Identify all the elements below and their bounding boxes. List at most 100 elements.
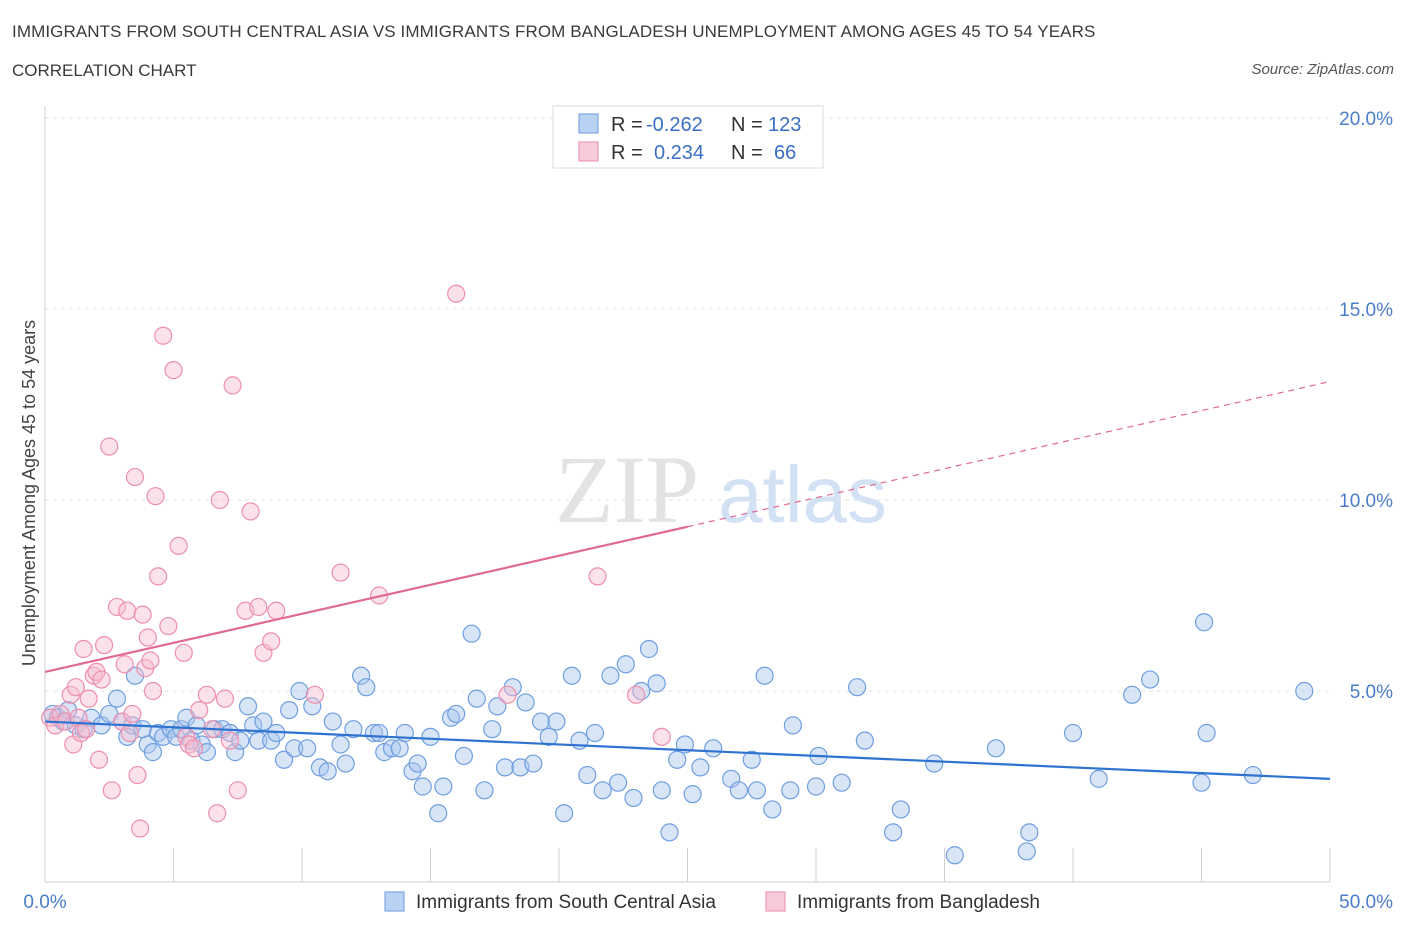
point-bangladesh-33 bbox=[146, 487, 165, 506]
point-south-central-asia-72 bbox=[495, 758, 515, 777]
point-south-central-asia-32 bbox=[238, 697, 258, 716]
bottom-legend-label-1: Immigrants from South Central Asia bbox=[416, 892, 716, 913]
point-bangladesh-32 bbox=[143, 681, 163, 701]
point-south-central-asia-77 bbox=[531, 712, 551, 731]
legend-r-label-2: R = bbox=[611, 142, 643, 164]
point-south-central-asia-13 bbox=[125, 666, 145, 685]
point-bangladesh-56 bbox=[262, 632, 281, 651]
point-south-central-asia-107 bbox=[783, 716, 802, 735]
bottom-legend: Immigrants from South Central Asia Immig… bbox=[384, 891, 1040, 913]
series-south-central-asia-points bbox=[43, 613, 1314, 865]
point-south-central-asia-39 bbox=[280, 700, 299, 720]
point-south-central-asia-88 bbox=[616, 655, 635, 674]
point-south-central-asia-68 bbox=[467, 689, 486, 708]
point-south-central-asia-81 bbox=[562, 666, 581, 685]
point-bangladesh-48 bbox=[215, 689, 234, 708]
point-bangladesh-6 bbox=[66, 678, 85, 697]
legend-r-label-1: R = bbox=[611, 114, 643, 136]
point-bangladesh-38 bbox=[169, 536, 188, 555]
y-tick-labels: 5.0% 10.0% 15.0% 20.0% bbox=[1339, 109, 1393, 703]
point-bangladesh-31 bbox=[141, 651, 160, 670]
point-south-central-asia-98 bbox=[691, 758, 710, 777]
point-bangladesh-47 bbox=[210, 490, 229, 510]
point-south-central-asia-89 bbox=[624, 788, 643, 808]
point-bangladesh-37 bbox=[164, 361, 183, 380]
point-south-central-asia-111 bbox=[848, 678, 867, 697]
point-south-central-asia-47 bbox=[331, 735, 350, 754]
axes bbox=[44, 106, 1331, 883]
point-south-central-asia-60 bbox=[413, 777, 432, 796]
grid-lines bbox=[45, 117, 1330, 692]
point-bangladesh-65 bbox=[652, 727, 671, 746]
x-tick-label-1: 50.0% bbox=[1339, 892, 1393, 913]
point-south-central-asia-40 bbox=[285, 739, 304, 758]
point-bangladesh-50 bbox=[223, 376, 242, 395]
point-south-central-asia-122 bbox=[1123, 685, 1142, 704]
point-south-central-asia-91 bbox=[639, 639, 659, 659]
point-bangladesh-57 bbox=[267, 601, 286, 620]
point-south-central-asia-31 bbox=[231, 731, 250, 750]
trend-line-south-central-asia bbox=[44, 720, 1331, 780]
point-south-central-asia-108 bbox=[806, 777, 826, 796]
point-south-central-asia-85 bbox=[593, 781, 612, 800]
chart-subtitle: CORRELATION CHART bbox=[12, 61, 197, 80]
point-bangladesh-46 bbox=[208, 804, 227, 823]
point-bangladesh-35 bbox=[154, 326, 173, 345]
point-south-central-asia-66 bbox=[454, 746, 474, 766]
point-bangladesh-54 bbox=[249, 597, 268, 617]
point-south-central-asia-80 bbox=[555, 804, 574, 823]
point-south-central-asia-112 bbox=[855, 731, 874, 750]
point-bangladesh-61 bbox=[447, 284, 466, 303]
point-bangladesh-26 bbox=[128, 765, 147, 785]
y-tick-label-0: 5.0% bbox=[1350, 682, 1393, 703]
point-bangladesh-24 bbox=[123, 704, 142, 724]
point-bangladesh-15 bbox=[92, 670, 111, 689]
point-south-central-asia-105 bbox=[763, 800, 782, 819]
point-bangladesh-58 bbox=[305, 685, 324, 704]
point-south-central-asia-92 bbox=[647, 674, 666, 693]
point-south-central-asia-96 bbox=[675, 735, 695, 754]
point-south-central-asia-124 bbox=[1192, 773, 1211, 792]
top-legend: R = -0.262 N = 123 R = 0.234 N = 66 bbox=[552, 105, 824, 169]
point-south-central-asia-104 bbox=[755, 666, 774, 685]
point-south-central-asia-18 bbox=[154, 727, 173, 746]
point-south-central-asia-41 bbox=[290, 681, 309, 701]
point-bangladesh-27 bbox=[130, 819, 150, 838]
point-south-central-asia-46 bbox=[323, 712, 342, 731]
point-south-central-asia-125 bbox=[1194, 613, 1214, 632]
point-south-central-asia-106 bbox=[781, 781, 800, 800]
point-south-central-asia-62 bbox=[429, 804, 448, 823]
trend-lines bbox=[44, 380, 1331, 780]
point-south-central-asia-76 bbox=[524, 754, 543, 773]
point-south-central-asia-118 bbox=[1017, 842, 1036, 861]
point-bangladesh-10 bbox=[77, 720, 96, 739]
point-bangladesh-34 bbox=[148, 567, 168, 586]
legend-r-value-1: -0.262 bbox=[646, 114, 703, 136]
point-south-central-asia-113 bbox=[883, 823, 903, 842]
point-south-central-asia-102 bbox=[742, 750, 761, 769]
point-bangladesh-53 bbox=[241, 502, 260, 521]
point-bangladesh-28 bbox=[133, 605, 152, 624]
point-south-central-asia-59 bbox=[408, 754, 427, 773]
point-south-central-asia-71 bbox=[488, 697, 507, 716]
legend-n-value-1: 123 bbox=[768, 114, 801, 136]
y-tick-label-2: 15.0% bbox=[1339, 300, 1393, 321]
point-south-central-asia-56 bbox=[390, 739, 409, 758]
point-south-central-asia-114 bbox=[891, 800, 910, 819]
point-south-central-asia-119 bbox=[1020, 823, 1039, 842]
point-south-central-asia-24 bbox=[187, 716, 206, 735]
point-south-central-asia-53 bbox=[370, 723, 389, 743]
point-bangladesh-49 bbox=[220, 731, 240, 750]
point-south-central-asia-79 bbox=[547, 712, 566, 731]
point-south-central-asia-117 bbox=[986, 739, 1006, 758]
bottom-legend-swatch-blue bbox=[384, 891, 405, 912]
point-south-central-asia-123 bbox=[1140, 670, 1160, 689]
point-south-central-asia-35 bbox=[254, 712, 273, 731]
point-south-central-asia-116 bbox=[945, 846, 964, 865]
point-south-central-asia-6 bbox=[82, 708, 101, 727]
point-bangladesh-59 bbox=[331, 563, 350, 582]
point-south-central-asia-86 bbox=[601, 666, 620, 685]
y-axis-label: Unemployment Among Ages 45 to 54 years bbox=[19, 320, 39, 666]
point-south-central-asia-16 bbox=[143, 743, 163, 762]
legend-swatch-blue bbox=[578, 113, 599, 134]
